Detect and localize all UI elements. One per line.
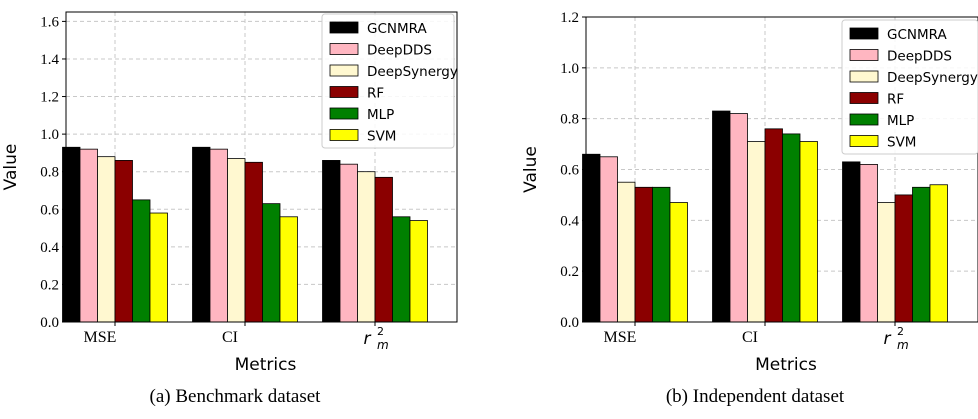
caption-b: (b) Independent dataset [665, 386, 845, 407]
bar [782, 133, 801, 323]
bar [582, 153, 601, 323]
x-tick-label-superscript: 2 [897, 325, 904, 338]
bar [339, 163, 358, 323]
x-axis-title: Metrics [755, 355, 817, 375]
legend-swatch [329, 43, 359, 55]
bar [149, 212, 168, 323]
x-axis-title: Metrics [235, 355, 297, 375]
legend-swatch [329, 107, 359, 120]
y-tick-label: 0.4 [560, 213, 579, 229]
plot-frame [65, 11, 458, 323]
legend-label: DeepSynergy [367, 64, 458, 80]
y-axis-title: Value [521, 146, 541, 193]
y-tick-label: 1.0 [560, 61, 579, 77]
bar [62, 146, 81, 323]
legend-label: MLP [367, 107, 394, 123]
legend-swatch [849, 113, 879, 126]
x-tick-label: CI [742, 329, 758, 346]
y-tick-label: 1.2 [40, 90, 59, 106]
y-tick-label: 0.2 [560, 264, 579, 280]
x-tick-label-superscript: 2 [377, 325, 384, 338]
bar [634, 186, 653, 323]
bar [894, 194, 913, 323]
legend-label: DeepDDS [887, 49, 952, 65]
x-tick-label: MSE [604, 329, 637, 346]
bar [392, 216, 411, 323]
legend-swatch [329, 86, 359, 98]
y-tick-label: 1.2 [560, 10, 579, 26]
bar [652, 186, 671, 323]
bar [97, 156, 116, 323]
y-tick-label: 0.8 [40, 165, 59, 181]
legend-label: SVM [887, 135, 916, 151]
y-tick-label: 1.6 [40, 14, 59, 30]
x-tick-label: r [364, 329, 372, 349]
bar [764, 128, 783, 323]
bar [192, 146, 211, 323]
legend-label: GCNMRA [367, 21, 427, 37]
x-tick-label: CI [222, 329, 238, 346]
bar [322, 160, 341, 323]
chart-b: 0.0 0.2 0.4 0.6 0.8 1.0 1.2 MSE CI r m2 Metrics Valu… [521, 10, 978, 375]
bar [712, 110, 731, 323]
legend-swatch [849, 70, 879, 83]
bar [799, 141, 818, 323]
caption-a: (a) Benchmark dataset [149, 386, 321, 407]
x-tick-label-subscript: m [377, 338, 389, 352]
bar [209, 148, 228, 323]
y-tick-label: 0.0 [40, 315, 59, 331]
chart-a: 0.0 0.2 0.4 0.6 0.8 1.0 1.2 1.4 1.6 MSE CI r m2 Metri… [1, 11, 458, 375]
legend-label: GCNMRA [887, 27, 947, 43]
legend-swatch [849, 92, 879, 104]
y-tick-label: 0.6 [40, 202, 59, 218]
bar [842, 161, 861, 323]
bar [357, 171, 376, 323]
y-tick-label: 0.6 [560, 163, 579, 179]
legend: GCNMRA DeepDDS DeepSynergy RF MLP SVM [321, 13, 458, 149]
legend-label: MLP [887, 113, 914, 129]
bar [374, 176, 393, 323]
bar [729, 113, 748, 323]
bar [599, 156, 618, 323]
bar [227, 158, 246, 323]
legend-label: RF [367, 86, 384, 102]
x-tick-label-subscript: m [897, 338, 909, 352]
bar [114, 160, 133, 323]
y-tick-label: 1.0 [40, 127, 59, 143]
legend-swatch [329, 21, 359, 34]
bar [279, 216, 298, 323]
legend-label: DeepDDS [367, 43, 432, 59]
bar [79, 148, 98, 323]
bar [912, 186, 931, 323]
bar [929, 184, 948, 323]
legend-swatch [849, 135, 879, 147]
x-tick-label: r [884, 329, 892, 349]
legend-swatch [849, 27, 879, 40]
legend: GCNMRA DeepDDS DeepSynergy RF MLP SVM [841, 19, 978, 155]
x-tick-label: MSE [84, 329, 117, 346]
legend-label: RF [887, 92, 904, 108]
bar [409, 220, 428, 323]
bar [617, 181, 636, 323]
legend-label: DeepSynergy [887, 70, 978, 86]
legend-label: SVM [367, 129, 396, 145]
bar [859, 164, 878, 323]
legend-swatch [329, 64, 359, 77]
legend-swatch [849, 49, 879, 61]
y-tick-label: 1.4 [40, 52, 59, 68]
bar [132, 199, 151, 323]
bar [877, 202, 896, 323]
legend-swatch [329, 129, 359, 141]
y-tick-label: 0.2 [40, 277, 59, 293]
y-axis-title: Value [1, 144, 21, 191]
bar [262, 203, 281, 323]
y-tick-label: 0.8 [560, 112, 579, 128]
y-tick-label: 0.0 [560, 315, 579, 331]
y-tick-label: 0.4 [40, 240, 59, 256]
bar [747, 141, 766, 323]
bar [244, 161, 263, 323]
bar [669, 202, 688, 323]
